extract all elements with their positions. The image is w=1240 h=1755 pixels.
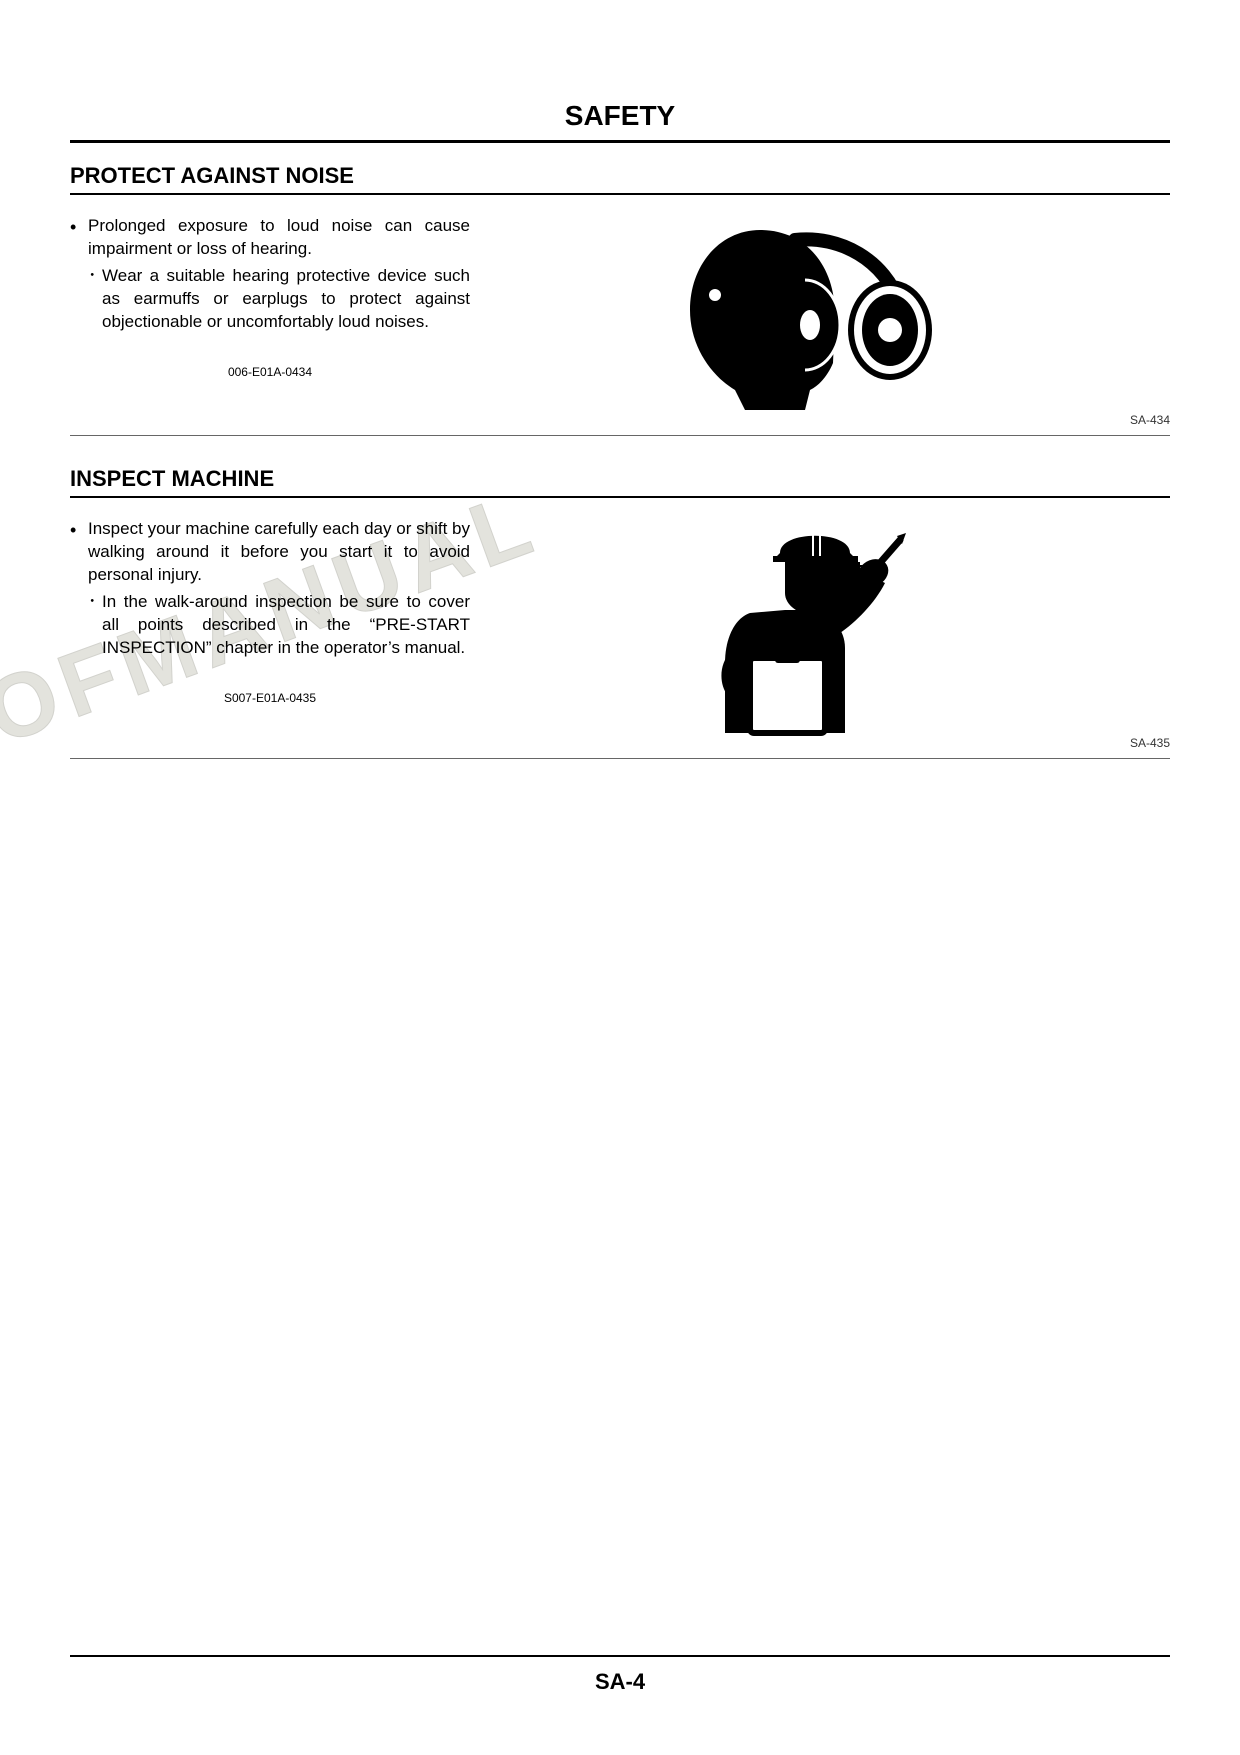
reference-code: S007-E01A-0435	[70, 690, 470, 706]
image-column	[510, 215, 1170, 415]
earmuffs-icon	[660, 215, 940, 415]
content-row: • Prolonged exposure to loud noise can c…	[70, 215, 1170, 415]
sub-bullet-marker: ･	[88, 591, 102, 660]
sub-bullet-text: In the walk-around inspection be sure to…	[102, 591, 470, 660]
section-noise: PROTECT AGAINST NOISE • Prolonged exposu…	[70, 163, 1170, 436]
page-title: SAFETY	[70, 100, 1170, 143]
section-inspect: OFMANUAL INSPECT MACHINE • Inspect your …	[70, 466, 1170, 759]
text-column: • Prolonged exposure to loud noise can c…	[70, 215, 470, 380]
page-number: SA-4	[70, 1655, 1170, 1695]
sub-bullet-item: ･ In the walk-around inspection be sure …	[88, 591, 470, 660]
content-row: • Inspect your machine carefully each da…	[70, 518, 1170, 738]
bullet-item: • Prolonged exposure to loud noise can c…	[70, 215, 470, 261]
bullet-text: Prolonged exposure to loud noise can cau…	[88, 215, 470, 261]
section-heading: INSPECT MACHINE	[70, 466, 1170, 498]
inspector-icon	[650, 518, 950, 738]
sub-bullet-text: Wear a suitable hearing protective devic…	[102, 265, 470, 334]
bullet-item: • Inspect your machine carefully each da…	[70, 518, 470, 587]
bullet-marker: •	[70, 215, 88, 261]
bullet-text: Inspect your machine carefully each day …	[88, 518, 470, 587]
sub-bullet-item: ･ Wear a suitable hearing protective dev…	[88, 265, 470, 334]
sub-bullet-marker: ･	[88, 265, 102, 334]
sa-label: SA-435	[1130, 736, 1170, 750]
sa-label: SA-434	[1130, 413, 1170, 427]
bullet-marker: •	[70, 518, 88, 587]
image-column	[510, 518, 1170, 738]
reference-code: 006-E01A-0434	[70, 364, 470, 380]
section-heading: PROTECT AGAINST NOISE	[70, 163, 1170, 195]
text-column: • Inspect your machine carefully each da…	[70, 518, 470, 706]
